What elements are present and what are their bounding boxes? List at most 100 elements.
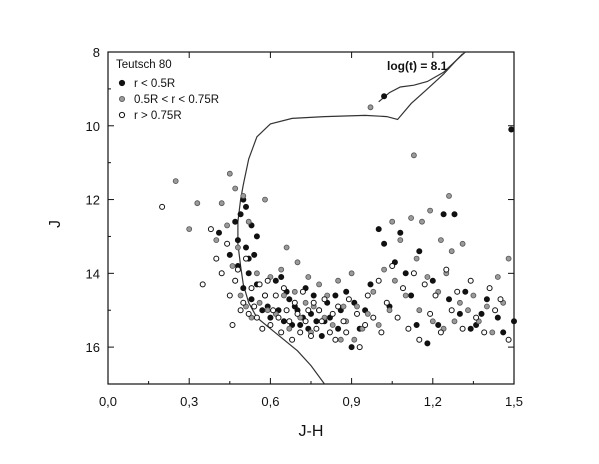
point-filled-black bbox=[243, 203, 249, 210]
point-open bbox=[370, 314, 377, 321]
point-filled-black bbox=[278, 274, 285, 280]
point-filled-black bbox=[408, 292, 415, 299]
point-filled-black bbox=[467, 325, 474, 332]
point-gray bbox=[286, 325, 293, 332]
x-tick-label: 0,6 bbox=[261, 394, 279, 409]
point-open bbox=[354, 310, 360, 317]
point-open bbox=[497, 296, 504, 303]
legend-marker-open bbox=[118, 111, 126, 119]
point-open bbox=[340, 318, 347, 325]
point-filled-black bbox=[456, 310, 463, 317]
point-open bbox=[280, 285, 287, 292]
point-filled-black bbox=[259, 307, 266, 314]
legend-label-inner: r < 0.5R bbox=[134, 78, 175, 90]
x-tick-label: 1,2 bbox=[424, 394, 442, 409]
point-filled-black bbox=[494, 314, 501, 321]
point-filled-black bbox=[251, 251, 258, 258]
point-gray bbox=[351, 336, 358, 343]
point-gray bbox=[232, 185, 239, 192]
point-open bbox=[410, 270, 417, 277]
isochrone-curve bbox=[237, 51, 466, 385]
point-open bbox=[289, 336, 296, 343]
point-filled-black bbox=[343, 288, 350, 295]
point-open bbox=[459, 325, 466, 332]
point-open bbox=[356, 344, 363, 351]
point-open bbox=[329, 310, 336, 317]
point-gray bbox=[329, 322, 336, 328]
point-gray bbox=[370, 288, 377, 295]
point-gray bbox=[397, 237, 404, 244]
point-gray bbox=[427, 207, 434, 214]
point-gray bbox=[456, 299, 463, 306]
point-filled-black bbox=[216, 229, 222, 236]
point-open bbox=[213, 255, 220, 262]
point-open bbox=[264, 277, 271, 284]
point-gray bbox=[459, 240, 466, 247]
point-gray bbox=[283, 244, 290, 251]
point-open bbox=[272, 292, 279, 299]
point-open bbox=[492, 307, 499, 314]
point-open bbox=[278, 329, 285, 336]
age-annotation: log(t) = 8.1 bbox=[387, 59, 448, 73]
point-filled-black bbox=[243, 244, 249, 251]
point-open bbox=[313, 325, 320, 332]
point-open bbox=[405, 325, 412, 332]
point-open bbox=[262, 292, 268, 299]
point-filled-black bbox=[280, 318, 287, 325]
point-gray bbox=[381, 266, 388, 273]
point-filled-black bbox=[318, 333, 325, 339]
point-filled-black bbox=[226, 251, 233, 258]
point-filled-black bbox=[424, 340, 431, 347]
point-open bbox=[326, 329, 333, 336]
point-filled-black bbox=[440, 211, 447, 218]
x-tick-label: 0,0 bbox=[99, 394, 117, 409]
point-filled-black bbox=[332, 292, 339, 299]
point-open bbox=[310, 299, 317, 306]
point-filled-black bbox=[446, 296, 452, 303]
point-open bbox=[308, 333, 314, 339]
point-filled-black bbox=[297, 322, 304, 328]
point-gray bbox=[494, 274, 501, 280]
point-filled-black bbox=[375, 226, 382, 233]
point-filled-black bbox=[435, 322, 442, 328]
isochrone-loop bbox=[378, 53, 464, 103]
legend-label-outer: r > 0.75R bbox=[134, 110, 182, 122]
point-gray bbox=[226, 170, 233, 177]
point-open bbox=[267, 322, 274, 328]
x-axis-ticks: 0,0 0,3 0,6 0,9 1,2 1,5 bbox=[99, 52, 523, 409]
point-gray bbox=[316, 281, 323, 288]
point-open bbox=[283, 307, 290, 314]
y-tick-label: 14 bbox=[86, 266, 100, 281]
point-open bbox=[218, 270, 225, 277]
point-gray bbox=[335, 277, 342, 284]
point-open bbox=[400, 285, 406, 292]
point-gray bbox=[305, 274, 312, 280]
point-open bbox=[481, 329, 488, 336]
point-open bbox=[343, 329, 350, 336]
point-gray bbox=[172, 178, 179, 185]
point-gray bbox=[489, 329, 496, 336]
point-open bbox=[416, 336, 423, 343]
point-open bbox=[253, 314, 260, 321]
point-open bbox=[378, 329, 385, 336]
point-gray bbox=[194, 200, 201, 207]
point-gray bbox=[229, 263, 236, 269]
point-open bbox=[318, 318, 325, 325]
point-gray bbox=[186, 226, 193, 233]
y-tick-label: 10 bbox=[86, 119, 100, 134]
point-open bbox=[275, 314, 282, 321]
point-gray bbox=[278, 266, 285, 273]
point-open bbox=[243, 255, 249, 262]
point-open bbox=[505, 336, 512, 343]
point-gray bbox=[245, 218, 252, 225]
legend-label-middle: 0.5R < r < 0.75R bbox=[134, 94, 219, 106]
point-filled-black bbox=[500, 329, 507, 336]
point-open bbox=[248, 285, 255, 292]
point-gray bbox=[446, 192, 452, 199]
point-gray bbox=[505, 255, 512, 262]
point-open bbox=[302, 318, 309, 325]
point-gray bbox=[354, 303, 360, 310]
point-open bbox=[316, 307, 323, 314]
point-gray bbox=[262, 196, 268, 203]
